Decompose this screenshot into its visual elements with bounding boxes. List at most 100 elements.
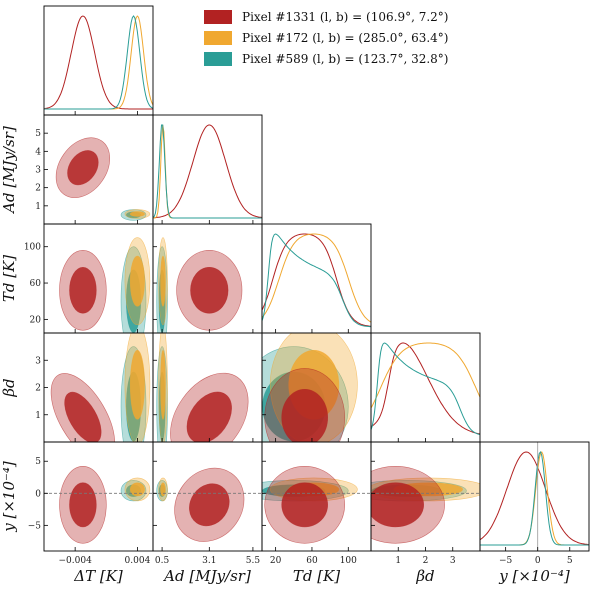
y-tick-label: 5	[35, 129, 41, 139]
marginal-beta-pixel172	[370, 342, 481, 409]
legend-entry: Pixel #589 (l, b) = (123.7°, 32.8°)	[242, 52, 448, 66]
panel-Ad-beta	[152, 332, 263, 443]
panel-beta-y	[370, 441, 481, 552]
contours-Td-beta	[262, 333, 358, 442]
marginal-Td-pixel172	[261, 233, 372, 323]
marginal-Ad-pixel589	[152, 124, 262, 219]
contour-68-pixel172	[160, 255, 166, 307]
x-tick-label: 0.004	[125, 556, 151, 566]
contour-68-pixel1331	[186, 391, 232, 442]
marginal-beta-pixel589	[370, 342, 481, 436]
y-tick-label: 20	[30, 315, 42, 325]
y-tick-label: −5	[28, 521, 42, 531]
x-tick-label: −0.004	[58, 556, 92, 566]
marginal-beta-pixel1331	[370, 342, 481, 435]
panel-dT-y	[43, 441, 154, 552]
y-tick-label: 2	[35, 184, 41, 194]
legend-swatch	[204, 10, 232, 24]
x-axis-label-y: y [×10⁻⁴]	[498, 567, 570, 585]
y-axis-label-beta: βd	[0, 378, 18, 397]
panel-dT-beta	[43, 332, 154, 443]
panel-dT-Td	[43, 223, 154, 334]
contours-beta-y	[371, 466, 480, 544]
x-tick-label: 0.5	[155, 556, 170, 566]
contour-68-pixel1331	[281, 389, 328, 442]
contours-dT-beta	[50, 333, 151, 442]
legend-entry: Pixel #172 (l, b) = (285.0°, 63.4°)	[242, 31, 448, 45]
y-axis-label-Td: Td [K]	[0, 255, 18, 302]
contours-Ad-beta	[156, 333, 249, 442]
contours-Td-y	[262, 465, 358, 544]
y-tick-label: 0	[35, 489, 41, 499]
y-tick-label: 4	[35, 147, 41, 157]
x-axis-label-dT: ΔT [K]	[73, 567, 123, 585]
y-tick-label: 60	[30, 279, 42, 289]
marginal-dT-pixel1331	[43, 15, 153, 110]
y-tick-label: 2	[35, 384, 41, 394]
panel-frame	[261, 223, 372, 334]
panels-group	[43, 5, 590, 552]
contour-68-pixel172	[129, 482, 145, 497]
x-tick-label: 60	[306, 556, 318, 566]
contours-dT-y	[59, 465, 151, 544]
x-tick-label: 1	[395, 556, 401, 566]
contour-68-pixel1331	[69, 266, 97, 314]
panel-dT-Ad	[43, 114, 154, 225]
legend: Pixel #1331 (l, b) = (106.9°, 7.2°) Pixel…	[204, 10, 448, 66]
contour-68-pixel172	[129, 349, 145, 420]
contours-Ad-Td	[156, 237, 243, 333]
panel-Ad-Ad	[152, 114, 263, 225]
panel-Ad-Td	[152, 223, 263, 334]
panel-Td-beta	[261, 332, 372, 443]
contour-68-pixel1331	[189, 483, 230, 527]
x-tick-label: 2	[423, 556, 429, 566]
x-tick-label: 3.1	[202, 556, 216, 566]
legend-swatch	[204, 31, 232, 45]
contour-68-pixel1331	[67, 150, 99, 186]
x-axis-label-beta: βd	[415, 567, 434, 585]
contour-68-pixel172	[160, 349, 166, 420]
panel-y-y	[479, 441, 590, 552]
contour-68-pixel172	[129, 255, 145, 307]
y-tick-label: 100	[24, 243, 41, 253]
y-tick-label: 3	[35, 166, 41, 176]
panel-Ad-y	[152, 441, 263, 552]
x-axis-label-Td: Td [K]	[293, 567, 340, 585]
contour-68-pixel1331	[190, 266, 229, 314]
y-axis-label-Ad: Ad [MJy/sr]	[0, 126, 18, 215]
panel-frame	[479, 441, 590, 552]
contour-68-pixel1331	[281, 482, 329, 528]
marginal-Td-pixel1331	[261, 233, 372, 327]
y-tick-label: 5	[35, 457, 41, 467]
x-tick-label: −5	[499, 556, 513, 566]
marginal-y-pixel589	[480, 451, 589, 546]
panel-frame	[152, 114, 263, 225]
y-tick-label: 1	[35, 202, 41, 212]
marginal-Td-pixel589	[261, 233, 372, 328]
panel-Td-y	[261, 441, 372, 552]
x-tick-label: 5	[567, 556, 573, 566]
contour-68-pixel172	[129, 211, 145, 217]
y-tick-label: 1	[35, 411, 41, 421]
y-axis-label-y: y [×10⁻⁴]	[0, 461, 18, 533]
panel-beta-beta	[370, 332, 481, 443]
marginal-dT-pixel589	[44, 15, 154, 110]
legend-swatch	[204, 52, 232, 66]
x-axis-label-Ad: Ad [MJy/sr]	[162, 567, 251, 585]
marginal-Ad-pixel1331	[152, 124, 263, 219]
panel-frame	[43, 5, 154, 116]
x-tick-label: 20	[270, 556, 282, 566]
legend-entry: Pixel #1331 (l, b) = (106.9°, 7.2°)	[242, 10, 448, 24]
panel-dT-dT	[43, 5, 154, 116]
contours-Ad-y	[156, 467, 245, 542]
x-tick-label: 0	[535, 556, 541, 566]
contour-68-pixel172	[160, 482, 166, 497]
contours-dT-Td	[59, 237, 151, 333]
contours-dT-Ad	[55, 137, 151, 221]
x-tick-label: 5.5	[246, 556, 261, 566]
x-tick-label: 3	[450, 556, 456, 566]
y-tick-label: 3	[35, 356, 41, 366]
x-tick-label: 100	[340, 556, 357, 566]
